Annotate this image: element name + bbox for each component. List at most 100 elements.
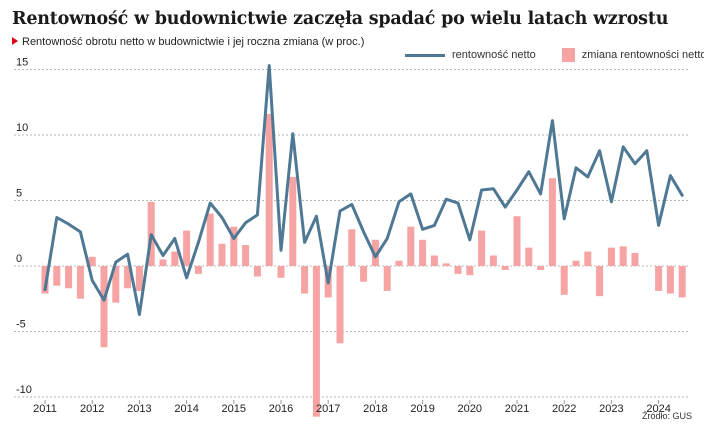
change-bar [194, 266, 202, 274]
change-bar [548, 178, 556, 266]
line-point [386, 237, 389, 240]
change-bar [454, 266, 462, 274]
line-point [456, 201, 460, 205]
line-point [645, 149, 648, 152]
line-point [622, 145, 625, 148]
line-point [315, 215, 318, 218]
change-bar [159, 259, 167, 266]
x-tick-label: 2011 [33, 403, 57, 415]
line-point [681, 194, 684, 197]
line-point [126, 253, 129, 256]
change-bar [619, 246, 627, 266]
change-bar [135, 266, 143, 291]
line-point [338, 209, 342, 213]
change-bar [112, 266, 120, 303]
line-point [504, 205, 507, 209]
line-point [256, 213, 259, 217]
bar-layer [41, 114, 686, 417]
change-bar [360, 266, 368, 282]
line-point [209, 201, 212, 205]
line-point [563, 217, 566, 221]
change-bar [41, 266, 49, 294]
line-point [374, 255, 377, 259]
chart-subtitle-text: Rentowność obrotu netto w budownictwie i… [22, 36, 365, 48]
change-bar [560, 266, 568, 295]
line-point [586, 175, 589, 179]
change-bar [383, 266, 391, 291]
line-point [551, 119, 554, 122]
line-point [350, 203, 353, 206]
legend-line-swatch [405, 53, 445, 57]
legend-bar-swatch [561, 48, 575, 62]
change-bar [501, 266, 509, 270]
line-point [114, 260, 118, 264]
change-bar [371, 239, 379, 266]
change-bar [277, 266, 285, 278]
legend-bar-label: zmiana rentowności netto [581, 49, 704, 61]
line-point [480, 188, 483, 192]
chart-legend: rentowność netto zmiana rentowności nett… [405, 48, 704, 62]
change-bar [100, 266, 108, 348]
change-bar [242, 245, 250, 266]
line-point [397, 200, 401, 204]
line-point [279, 249, 283, 252]
change-bar [336, 266, 344, 344]
change-bar [253, 266, 261, 277]
line-point [303, 241, 306, 244]
chart-title: Rentowność w budownictwie zaczęła spadać… [12, 9, 669, 29]
line-point [185, 276, 188, 279]
line-point [55, 216, 58, 219]
line-point [232, 237, 235, 240]
x-tick-label: 2018 [363, 403, 387, 415]
line-point [574, 166, 578, 169]
line-point [445, 197, 448, 201]
line-point [79, 230, 82, 234]
change-bar [678, 266, 686, 298]
y-tick-label: -5 [16, 319, 26, 331]
line-point [43, 288, 47, 291]
change-bar [53, 266, 61, 286]
line-point [197, 241, 200, 244]
change-bar [572, 260, 580, 266]
triangle-bullet-icon [12, 37, 18, 45]
line-point [161, 254, 165, 257]
line-point [633, 162, 637, 166]
chart-subtitle: Rentowność obrotu netto w budownictwie i… [12, 36, 364, 48]
change-bar [607, 247, 615, 266]
change-bar [206, 213, 214, 266]
tick-layer: -10 -5 0 5 10 15 2011 2012 2013 2014 2015 2016 2017 2… [16, 57, 671, 416]
change-bar [312, 266, 320, 417]
change-bar [230, 226, 238, 266]
grid-layer [14, 69, 690, 398]
x-tick-label: 2020 [458, 403, 482, 415]
x-tick-label: 2017 [316, 403, 340, 415]
y-tick-label: 15 [16, 57, 28, 69]
line-point [409, 192, 412, 196]
line-point [244, 221, 247, 224]
x-tick-label: 2022 [552, 403, 576, 415]
line-point [669, 174, 672, 177]
change-bar [442, 263, 450, 266]
line-point [327, 281, 330, 285]
x-tick-label: 2019 [410, 403, 434, 415]
x-tick-label: 2013 [127, 403, 151, 415]
line-point [102, 298, 106, 302]
line-point [468, 238, 471, 241]
line-point [268, 64, 271, 67]
line-point [492, 187, 495, 190]
change-bar [525, 247, 533, 266]
x-tick-label: 2015 [222, 403, 246, 415]
change-bar [584, 251, 592, 266]
line-point [138, 313, 141, 316]
change-bar [171, 251, 179, 266]
change-bar [407, 226, 415, 266]
change-bar [537, 266, 545, 270]
change-bar [666, 266, 674, 294]
line-point [539, 192, 542, 196]
change-bar [655, 266, 663, 291]
line-layer [43, 64, 684, 316]
line-point [91, 279, 94, 282]
line-point [150, 233, 153, 236]
change-bar [124, 266, 132, 289]
change-bar [348, 229, 356, 266]
